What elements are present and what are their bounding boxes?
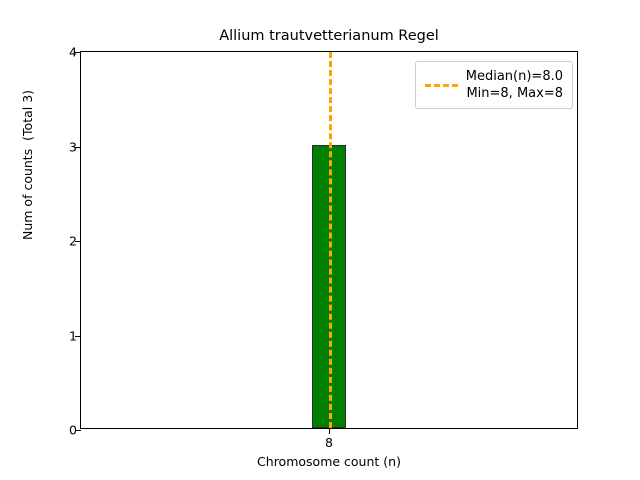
y-tick-mark (75, 52, 81, 53)
y-tick-mark (75, 146, 81, 148)
y-tick-mark (75, 241, 81, 242)
chart-title: Allium trautvetterianum Regel (219, 28, 439, 44)
median-line (329, 52, 332, 428)
legend-item-median: Median(n)=8.0 (465, 69, 563, 84)
y-tick-label: 3 (69, 139, 77, 154)
legend-median-line-icon (424, 83, 458, 87)
x-axis-label: Chromosome count (n) (257, 454, 401, 469)
plot-area: 0 1 2 3 4 8 Median(n)=8.0 (69, 46, 578, 449)
y-tick-mark (75, 430, 81, 431)
y-tick-label: 2 (69, 233, 77, 249)
legend-labels: Median(n)=8.0 Min=8, Max=8 (466, 68, 563, 102)
legend-item-minmax: Min=8, Max=8 (466, 86, 563, 101)
legend: Median(n)=8.0 Min=8, Max=8 (414, 61, 573, 109)
y-tick-label: 0 (69, 422, 77, 438)
y-tick-label: 1 (69, 328, 77, 343)
y-axis-label: Num of counts (Total 3) (20, 89, 35, 240)
y-tick-label: 4 (69, 44, 77, 60)
x-tick-mark-0 (329, 428, 330, 434)
y-tick-mark (75, 335, 81, 337)
x-tick-label-0: 8 (325, 435, 333, 450)
